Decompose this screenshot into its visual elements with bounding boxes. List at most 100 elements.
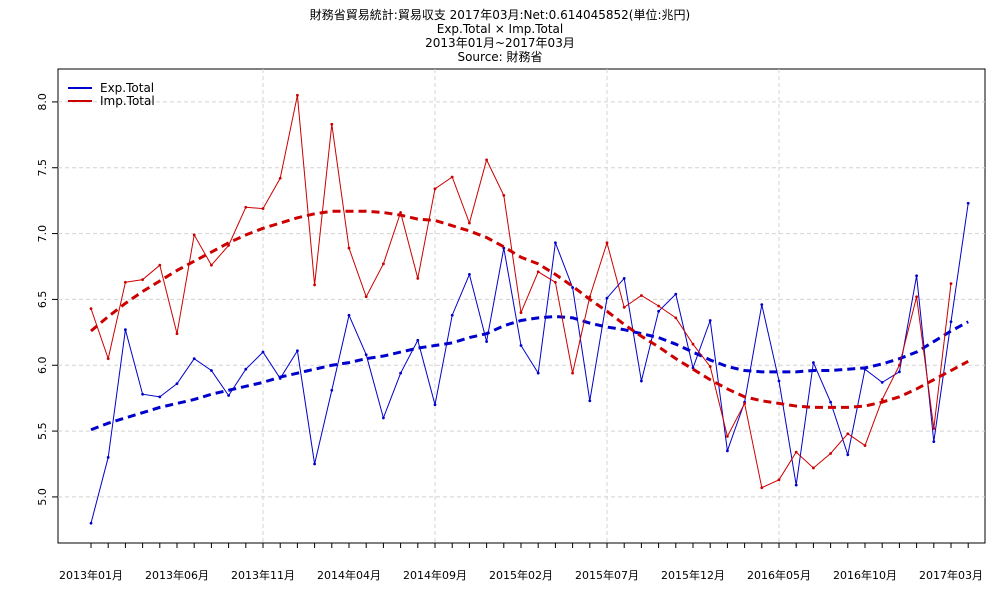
data-point-imp-total (502, 194, 506, 197)
chart-title: 財務省貿易統計:貿易収支 2017年03月:Net:0.614045852(単位… (309, 8, 691, 22)
data-point-exp-total (433, 403, 437, 407)
data-point-exp-total (244, 367, 248, 371)
data-point-exp-total (330, 388, 334, 392)
data-point-imp-total (829, 452, 832, 455)
data-point-exp-total (192, 357, 196, 361)
y-tick-label: 5.0 (36, 488, 49, 506)
data-point-imp-total (106, 357, 110, 361)
data-point-exp-total (846, 453, 850, 457)
data-point-exp-total (106, 456, 110, 459)
data-point-imp-total (313, 283, 316, 287)
y-tick-label: 6.5 (36, 291, 49, 309)
data-point-exp-total (726, 449, 729, 453)
x-tick-label: 2013年01月 (59, 568, 123, 582)
data-point-imp-total (536, 270, 540, 274)
data-point-imp-total (640, 294, 643, 297)
data-point-exp-total (880, 380, 884, 384)
data-point-exp-total (416, 338, 420, 342)
data-point-imp-total (399, 211, 402, 214)
x-tick-label: 2017年03月 (919, 568, 983, 582)
data-point-imp-total (949, 282, 953, 286)
grid (58, 69, 985, 543)
data-point-exp-total (605, 296, 609, 300)
data-point-exp-total (175, 382, 179, 386)
chart-period: 2013年01月~2017年03月 (425, 36, 575, 50)
data-point-imp-total (777, 478, 781, 482)
x-tick-label: 2015年02月 (489, 568, 553, 582)
data-point-imp-total (571, 371, 574, 375)
data-point-imp-total (932, 427, 936, 430)
data-point-imp-total (622, 305, 626, 309)
data-point-exp-total (296, 349, 299, 353)
x-tick-label: 2016年10月 (833, 568, 897, 582)
chart-source: Source: 財務省 (457, 50, 543, 64)
data-point-exp-total (674, 292, 678, 296)
data-point-exp-total (124, 328, 127, 332)
data-point-exp-total (347, 313, 351, 317)
axes: 5.0 5.5 6.0 6.5 7.0 7.5 8.0 2013年01月 2013年06月 201… (36, 93, 983, 582)
data-point-imp-total (691, 342, 695, 346)
plot-box (57, 68, 986, 544)
data-point-imp-total (708, 365, 712, 368)
data-point-imp-total (519, 311, 523, 314)
legend-label-exp-total: Exp.Total (100, 81, 154, 95)
data-point-imp-total (485, 158, 488, 162)
data-point-exp-total (794, 483, 798, 487)
data-point-imp-total (863, 444, 867, 447)
data-point-exp-total (89, 521, 93, 525)
data-point-exp-total (485, 340, 488, 343)
data-point-exp-total (915, 274, 918, 278)
data-point-imp-total (158, 263, 162, 267)
data-point-exp-total (932, 440, 936, 444)
x-tick-label: 2015年12月 (661, 568, 725, 582)
data-point-imp-total (898, 363, 901, 367)
data-point-imp-total (554, 280, 557, 284)
data-point-exp-total (829, 400, 832, 404)
x-tick-label: 2015年07月 (575, 568, 639, 582)
data-point-exp-total (708, 319, 712, 322)
data-point-exp-total (588, 399, 592, 403)
data-point-imp-total (141, 278, 145, 282)
x-tick-label: 2014年04月 (317, 568, 381, 582)
trend-line-imp-total (90, 209, 969, 409)
data-point-exp-total (382, 416, 385, 420)
data-point-imp-total (468, 221, 471, 225)
data-point-imp-total (726, 434, 729, 438)
data-point-imp-total (915, 295, 918, 299)
data-point-exp-total (777, 379, 781, 383)
x-tick-label: 2014年09月 (403, 568, 467, 582)
data-point-exp-total (898, 370, 901, 374)
data-point-exp-total (468, 273, 471, 276)
y-tick-label: 8.0 (36, 93, 49, 111)
y-tick-label: 5.5 (36, 422, 49, 440)
data-point-exp-total (760, 303, 764, 307)
data-point-imp-total (674, 316, 678, 320)
data-point-exp-total (227, 394, 231, 397)
data-point-exp-total (571, 286, 574, 289)
data-point-exp-total (141, 392, 145, 396)
data-point-imp-total (124, 280, 127, 284)
data-point-exp-total (210, 369, 213, 372)
data-point-imp-total (657, 304, 660, 308)
trend-line-exp-total (90, 315, 969, 432)
data-point-exp-total (812, 361, 815, 365)
data-point-imp-total (296, 93, 299, 97)
data-point-imp-total (244, 205, 248, 209)
data-point-exp-total (313, 462, 316, 466)
data-point-imp-total (450, 175, 454, 179)
chart-subtitle: Exp.Total × Imp.Total (436, 22, 564, 36)
data-point-imp-total (743, 402, 746, 405)
legend-label-imp-total: Imp.Total (100, 94, 155, 108)
data-point-exp-total (554, 241, 557, 245)
data-point-exp-total (261, 350, 265, 354)
data-point-imp-total (382, 262, 385, 266)
x-tick-label: 2013年06月 (145, 568, 209, 582)
y-tick-label: 7.5 (36, 159, 49, 177)
data-point-imp-total (605, 241, 609, 245)
data-point-imp-total (364, 295, 368, 299)
data-point-imp-total (416, 276, 420, 280)
x-tick-label: 2013年11月 (231, 568, 295, 582)
